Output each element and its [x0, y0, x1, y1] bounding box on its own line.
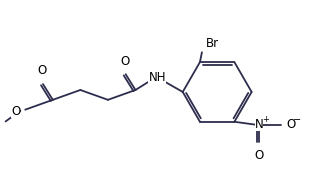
Text: −: − — [294, 115, 302, 125]
Text: Br: Br — [206, 37, 219, 50]
Text: NH: NH — [148, 71, 166, 84]
Text: O: O — [255, 149, 263, 162]
Text: O: O — [11, 105, 20, 118]
Text: O: O — [120, 55, 129, 68]
Text: O: O — [287, 118, 296, 131]
Text: +: + — [262, 115, 269, 124]
Text: N: N — [255, 118, 263, 131]
Text: O: O — [37, 64, 47, 77]
